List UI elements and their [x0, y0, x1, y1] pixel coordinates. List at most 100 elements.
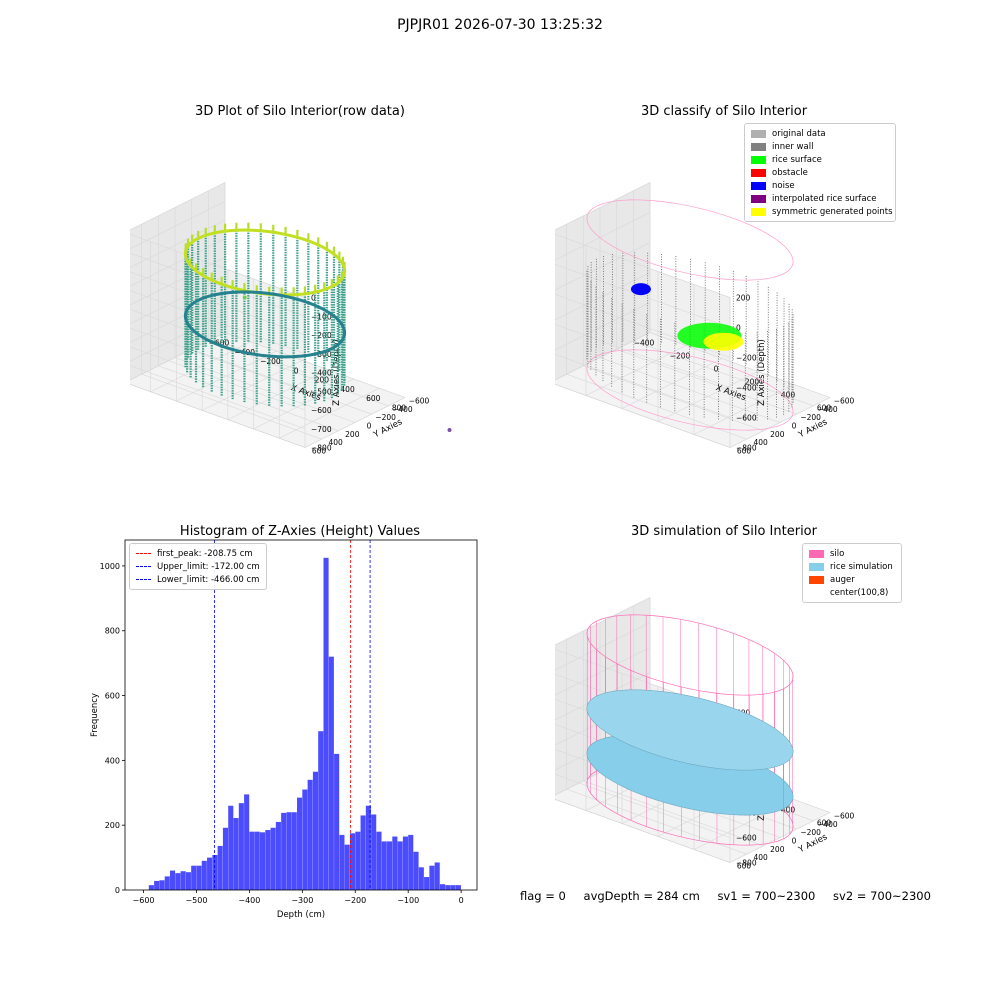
- histogram-bar: [297, 797, 303, 890]
- y-tick-label: 0: [792, 837, 797, 846]
- legend-item: interpolated rice surface: [751, 192, 889, 205]
- grid-line: [555, 242, 731, 358]
- x-tick-label: −500: [185, 896, 207, 905]
- histogram-bar: [455, 885, 461, 890]
- sv2-status: sv2 = 700~2300: [833, 889, 931, 903]
- legend-item: Lower_limit: -466.00 cm: [136, 573, 260, 586]
- y-tick-label: −400: [817, 820, 838, 829]
- grid-line: [555, 182, 731, 298]
- grid-line: [555, 212, 731, 328]
- x-tick-label: 400: [340, 385, 355, 394]
- histogram-bar: [312, 771, 319, 890]
- histogram-bar: [344, 844, 350, 890]
- z-tick-label: −400: [311, 369, 332, 378]
- histogram-bar: [408, 834, 414, 890]
- x-tick-label: 600: [817, 819, 832, 828]
- histogram-bar: [217, 845, 223, 890]
- x-tick-label: 400: [781, 806, 796, 815]
- legend-swatch: [809, 549, 824, 558]
- sv1-status: sv1 = 700~2300: [717, 889, 816, 903]
- legend-swatch: [751, 168, 766, 177]
- histogram-bar: [323, 557, 329, 890]
- legend-item: rice simulation: [809, 560, 895, 573]
- x-tick-label: −200: [670, 352, 691, 361]
- y-tick-label: 600: [105, 692, 120, 701]
- y-tick-label: 400: [754, 438, 769, 447]
- histogram-bar: [365, 805, 371, 890]
- histogram-bar: [228, 805, 234, 890]
- legend-label: first_peak: -208.75 cm: [157, 548, 253, 559]
- legend-swatch: [809, 562, 824, 571]
- legend-swatch: [809, 589, 824, 597]
- histogram-bar: [360, 815, 366, 890]
- legend-label: center(100,8): [830, 587, 889, 598]
- silo-bottom-ring: [586, 349, 794, 431]
- grid-line: [555, 597, 731, 713]
- x-tick-label: −300: [291, 896, 313, 905]
- y-tick-label: 200: [345, 430, 360, 439]
- legend-label: interpolated rice surface: [772, 193, 877, 204]
- histogram-bar: [418, 867, 424, 890]
- histogram-bar: [148, 885, 154, 890]
- histogram-bar: [207, 857, 213, 890]
- x-tick-label: 0: [714, 365, 719, 374]
- raw-3d-plot: −600−400−2000200400600800−600−400−200020…: [130, 182, 452, 456]
- legend-swatch: [751, 129, 766, 138]
- symmetric-generated-patch: [703, 332, 744, 351]
- histogram-plot: −600 −500 −400 −300 −200 −100 0 0 200 400 600 800 10…: [90, 539, 478, 920]
- histogram-bar: [302, 789, 308, 890]
- histogram-bar: [281, 812, 287, 890]
- z-tick-label: −600: [736, 414, 757, 423]
- legend-label: noise: [772, 180, 795, 191]
- x-tick-label: 200: [315, 376, 330, 385]
- legend-swatch: [809, 575, 824, 584]
- x-tick-label: −600: [209, 339, 230, 348]
- y-tick-label: 400: [754, 853, 769, 862]
- legend-item: center(100,8): [809, 586, 895, 599]
- y-tick-label: 0: [115, 886, 120, 895]
- z-tick-label: 0: [736, 324, 741, 333]
- histogram-bar: [249, 831, 255, 890]
- y-tick-label: −400: [817, 405, 838, 414]
- histogram-bar: [191, 865, 197, 890]
- z-tick-label: −600: [736, 834, 757, 843]
- panel-title-classify: 3D classify of Silo Interior: [640, 104, 808, 119]
- histogram-bar: [201, 860, 207, 890]
- x-tick-label: 800: [392, 404, 407, 413]
- grid-line: [130, 200, 306, 317]
- legend-item: auger: [809, 573, 895, 586]
- histogram-bar: [175, 873, 181, 890]
- y-tick-label: 600: [737, 862, 752, 871]
- x-tick-label: 0: [294, 366, 299, 375]
- grid-line: [555, 332, 731, 448]
- scatter-point: [447, 428, 452, 433]
- y-axis-label: Frequency: [90, 693, 100, 737]
- histogram-bar: [185, 872, 191, 890]
- histogram-bar: [259, 832, 266, 890]
- noise-cluster: [630, 283, 651, 296]
- panel-title-histogram: Histogram of Z-Axies (Height) Values: [179, 524, 421, 539]
- avg-depth-status: avgDepth = 284 cm: [583, 889, 700, 903]
- classify-3d-plot: −400−2000200400600−600−400−2000200400600…: [555, 182, 855, 456]
- histogram-bar: [212, 855, 218, 890]
- z-tick-label: −200: [311, 331, 332, 340]
- legend-item: original data: [751, 127, 889, 140]
- legend-swatch: [751, 155, 766, 164]
- histogram-bar: [424, 877, 430, 890]
- grid-line: [130, 182, 306, 298]
- legend-label: symmetric generated points: [772, 206, 893, 217]
- legend-line: [136, 553, 151, 554]
- histogram-bar: [439, 884, 446, 890]
- silo-top-ring: [586, 199, 794, 281]
- histogram-bar: [286, 812, 292, 890]
- figure-suptitle: PJPJR01 2026-07-30 13:25:32: [397, 17, 603, 33]
- y-tick-label: 200: [770, 430, 785, 439]
- legend-swatch: [751, 207, 766, 216]
- grid-line: [555, 272, 731, 388]
- histogram-bar: [291, 812, 297, 890]
- z-axis-label: Z Axies (Depth): [757, 339, 767, 406]
- legend-item: silo: [809, 547, 895, 560]
- legend-label: rice surface: [772, 154, 822, 165]
- histogram-bar: [355, 831, 361, 890]
- z-tick-label: 0: [311, 294, 316, 303]
